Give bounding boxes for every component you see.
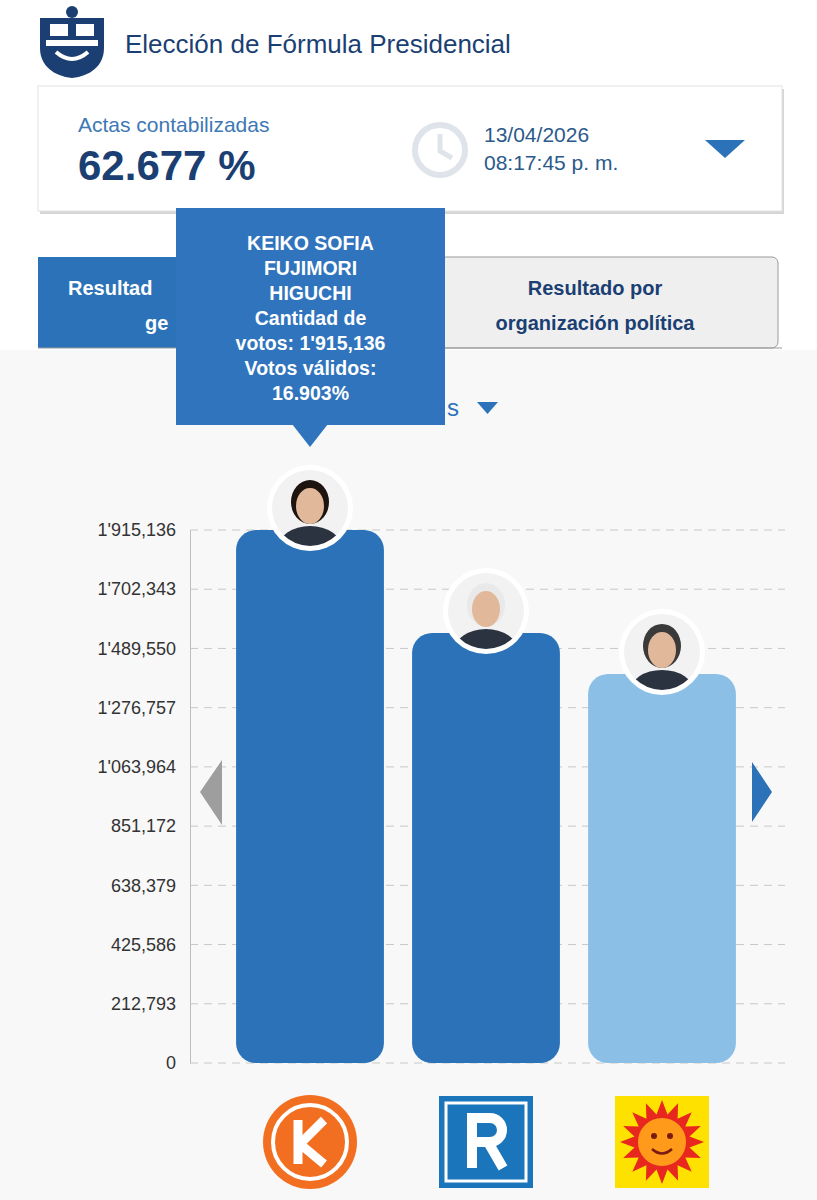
tooltip-box — [176, 208, 445, 425]
clock-face — [415, 125, 465, 175]
y-tick: 212,793 — [111, 994, 190, 1014]
page-title: Elección de Fórmula Presidencial — [125, 29, 511, 59]
y-tick: 1'915,136 — [97, 520, 190, 540]
selector-label: s — [447, 394, 459, 421]
y-tick-label: 1'915,136 — [97, 520, 176, 540]
logo-k-letter — [298, 1120, 324, 1164]
chart-background — [0, 350, 817, 1200]
nav-prev[interactable] — [200, 760, 222, 825]
bar[interactable] — [412, 633, 560, 1063]
y-tick-label: 1'063,964 — [97, 757, 176, 777]
logo-sun-bg — [615, 1096, 709, 1188]
photo-hair — [467, 583, 505, 627]
y-axis-line — [190, 531, 191, 1064]
tooltip: KEIKO SOFIA FUJIMORI HIGUCHI Cantidad de vot… — [176, 208, 445, 447]
summary-value: 62.677 % — [78, 142, 255, 189]
y-tick-label: 1'702,343 — [97, 579, 176, 599]
y-tick: 1'702,343 — [97, 579, 190, 599]
tooltip-text: Cantidad de — [255, 307, 367, 329]
logo-r-bg — [439, 1096, 533, 1188]
summary-card — [38, 86, 782, 211]
shield-band — [46, 40, 98, 46]
shield-left — [50, 24, 68, 36]
y-tick-label: 1'489,550 — [97, 639, 176, 659]
y-tick: 1'063,964 — [97, 757, 190, 777]
shield — [40, 18, 104, 78]
summary-time: 08:17:45 p. m. — [484, 151, 618, 174]
logo-k-ring — [273, 1105, 347, 1179]
tab-label: organización política — [496, 312, 696, 334]
nav-next[interactable] — [752, 762, 772, 822]
y-tick: 1'489,550 — [97, 639, 190, 659]
coat-of-arms — [40, 6, 104, 78]
y-tick-label: 0 — [166, 1053, 176, 1073]
bars — [236, 530, 736, 1063]
logo-r — [439, 1096, 533, 1188]
y-tick: 851,172 — [111, 816, 190, 836]
tooltip-text: FUJIMORI — [264, 257, 357, 279]
tooltip-text: votos: 1'915,136 — [236, 332, 386, 354]
crest-top — [66, 6, 78, 18]
photo-body — [630, 670, 694, 714]
logo-r-border — [446, 1103, 526, 1181]
party-logos — [263, 1095, 709, 1189]
logo-sun-smile — [652, 1149, 672, 1154]
summary-label: Actas contabilizadas — [78, 113, 269, 136]
selector-caret[interactable] — [477, 402, 498, 414]
photo-face — [648, 632, 676, 668]
y-tick-label: 638,379 — [111, 876, 176, 896]
y-tick: 638,379 — [111, 876, 190, 896]
y-tick: 425,586 — [111, 935, 190, 955]
photo-image — [622, 612, 702, 714]
y-axis: 0 212,793 425,586 638,379 851,172 1'063,964 1'… — [97, 520, 190, 1073]
y-tick: 1'276,757 — [97, 698, 190, 718]
shield-right — [76, 24, 94, 36]
photo-image — [270, 468, 350, 570]
tooltip-pointer — [292, 424, 328, 447]
tooltip-text: Votos válidos: — [245, 357, 377, 379]
candidate-photo — [443, 568, 529, 673]
grid — [190, 530, 785, 1063]
photo-body — [454, 629, 518, 673]
y-tick-label: 851,172 — [111, 816, 176, 836]
background — [0, 0, 817, 1200]
photo-hair — [643, 624, 681, 668]
tooltip-text: HIGUCHI — [269, 282, 351, 304]
tooltip-text: 16.903% — [272, 382, 349, 404]
shield-bottom — [56, 52, 88, 59]
candidate-photo — [619, 609, 705, 714]
tab-inactive[interactable] — [440, 257, 778, 348]
photo-hair — [291, 480, 329, 524]
photo-face — [472, 591, 500, 627]
photo-image — [446, 571, 526, 673]
tab-label: ge — [145, 312, 168, 334]
photo-face — [296, 488, 324, 524]
logo-sun-face — [637, 1117, 687, 1167]
logo-sun-rays — [620, 1100, 704, 1184]
logo-r-letter — [472, 1118, 503, 1168]
tooltip-text: KEIKO SOFIA — [247, 232, 374, 254]
y-tick: 0 — [166, 1053, 190, 1073]
logo-sun-eye — [651, 1133, 657, 1139]
tab-label: Resultad — [68, 277, 152, 299]
y-tick-label: 212,793 — [111, 994, 176, 1014]
candidate-photo — [267, 465, 353, 570]
photo-body — [278, 526, 342, 570]
clock-icon — [415, 125, 465, 175]
clock-hands — [440, 134, 452, 158]
y-tick-label: 425,586 — [111, 935, 176, 955]
bar[interactable] — [588, 674, 736, 1063]
date-dropdown[interactable] — [705, 140, 745, 158]
logo-sun — [615, 1096, 709, 1188]
logo-k — [263, 1095, 357, 1189]
bar[interactable] — [236, 530, 384, 1063]
tab-label: Resultado por — [528, 277, 663, 299]
logo-k-bg — [263, 1095, 357, 1189]
y-tick-label: 1'276,757 — [97, 698, 176, 718]
page: Elección de Fórmula Presidencial Actas co… — [0, 0, 817, 1200]
photos — [267, 465, 705, 714]
logo-sun-eye — [667, 1133, 673, 1139]
summary-date: 13/04/2026 — [484, 123, 589, 146]
